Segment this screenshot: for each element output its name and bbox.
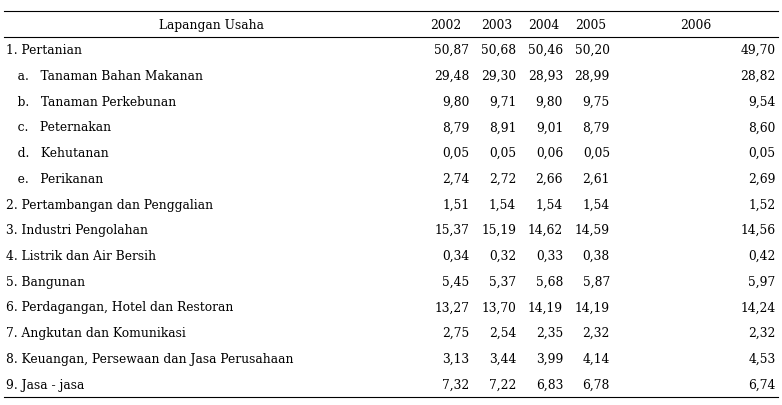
Text: 13,70: 13,70 <box>481 301 516 313</box>
Text: 0,06: 0,06 <box>536 147 563 160</box>
Text: 3,13: 3,13 <box>442 352 469 365</box>
Text: 49,70: 49,70 <box>741 44 776 57</box>
Text: 6,78: 6,78 <box>583 377 610 390</box>
Text: 14,56: 14,56 <box>741 224 776 237</box>
Text: 50,68: 50,68 <box>481 44 516 57</box>
Text: 1,52: 1,52 <box>748 198 776 211</box>
Text: 5,37: 5,37 <box>489 275 516 288</box>
Text: 1,54: 1,54 <box>489 198 516 211</box>
Text: 0,38: 0,38 <box>583 249 610 262</box>
Text: c.   Peternakan: c. Peternakan <box>6 121 111 134</box>
Text: 9,80: 9,80 <box>442 96 469 109</box>
Text: 2004: 2004 <box>528 19 559 32</box>
Text: 2,32: 2,32 <box>583 326 610 339</box>
Text: 8,79: 8,79 <box>583 121 610 134</box>
Text: a.   Tanaman Bahan Makanan: a. Tanaman Bahan Makanan <box>6 70 203 83</box>
Text: 5. Bangunan: 5. Bangunan <box>6 275 85 288</box>
Text: 2,32: 2,32 <box>748 326 776 339</box>
Text: 50,87: 50,87 <box>434 44 469 57</box>
Text: 2,66: 2,66 <box>536 173 563 185</box>
Text: 50,46: 50,46 <box>528 44 563 57</box>
Text: 29,30: 29,30 <box>481 70 516 83</box>
Text: 2,69: 2,69 <box>748 173 776 185</box>
Text: 4,14: 4,14 <box>583 352 610 365</box>
Text: 2,72: 2,72 <box>489 173 516 185</box>
Text: 15,37: 15,37 <box>434 224 469 237</box>
Text: 28,93: 28,93 <box>528 70 563 83</box>
Text: 14,19: 14,19 <box>528 301 563 313</box>
Text: 1,51: 1,51 <box>442 198 469 211</box>
Text: 29,48: 29,48 <box>434 70 469 83</box>
Text: 28,99: 28,99 <box>575 70 610 83</box>
Text: 2,75: 2,75 <box>442 326 469 339</box>
Text: e.   Perikanan: e. Perikanan <box>6 173 103 185</box>
Text: 1,54: 1,54 <box>536 198 563 211</box>
Text: 7,32: 7,32 <box>442 377 469 390</box>
Text: 0,05: 0,05 <box>489 147 516 160</box>
Text: 8. Keuangan, Persewaan dan Jasa Perusahaan: 8. Keuangan, Persewaan dan Jasa Perusaha… <box>6 352 294 365</box>
Text: 1. Pertanian: 1. Pertanian <box>6 44 82 57</box>
Text: 7. Angkutan dan Komunikasi: 7. Angkutan dan Komunikasi <box>6 326 186 339</box>
Text: 9,54: 9,54 <box>748 96 776 109</box>
Text: 3,99: 3,99 <box>536 352 563 365</box>
Text: 9. Jasa - jasa: 9. Jasa - jasa <box>6 377 84 390</box>
Text: 3,44: 3,44 <box>489 352 516 365</box>
Text: 4. Listrik dan Air Bersih: 4. Listrik dan Air Bersih <box>6 249 156 262</box>
Text: 5,68: 5,68 <box>536 275 563 288</box>
Text: 0,33: 0,33 <box>536 249 563 262</box>
Text: 50,20: 50,20 <box>575 44 610 57</box>
Text: 14,59: 14,59 <box>575 224 610 237</box>
Text: b.   Tanaman Perkebunan: b. Tanaman Perkebunan <box>6 96 177 109</box>
Text: 0,05: 0,05 <box>442 147 469 160</box>
Text: 15,19: 15,19 <box>481 224 516 237</box>
Text: 9,01: 9,01 <box>536 121 563 134</box>
Text: 2,35: 2,35 <box>536 326 563 339</box>
Text: 6. Perdagangan, Hotel dan Restoran: 6. Perdagangan, Hotel dan Restoran <box>6 301 234 313</box>
Text: 28,82: 28,82 <box>741 70 776 83</box>
Text: 14,24: 14,24 <box>741 301 776 313</box>
Text: 0,42: 0,42 <box>748 249 776 262</box>
Text: 8,79: 8,79 <box>442 121 469 134</box>
Text: 7,22: 7,22 <box>489 377 516 390</box>
Text: 2,61: 2,61 <box>583 173 610 185</box>
Text: 9,71: 9,71 <box>489 96 516 109</box>
Text: 2,54: 2,54 <box>489 326 516 339</box>
Text: 9,75: 9,75 <box>583 96 610 109</box>
Text: 14,62: 14,62 <box>528 224 563 237</box>
Text: 2002: 2002 <box>430 19 461 32</box>
Text: 0,05: 0,05 <box>748 147 776 160</box>
Text: 14,19: 14,19 <box>575 301 610 313</box>
Text: 1,54: 1,54 <box>583 198 610 211</box>
Text: Lapangan Usaha: Lapangan Usaha <box>159 19 264 32</box>
Text: 0,32: 0,32 <box>489 249 516 262</box>
Text: 8,60: 8,60 <box>748 121 776 134</box>
Text: 8,91: 8,91 <box>489 121 516 134</box>
Text: 0,05: 0,05 <box>583 147 610 160</box>
Text: 2,74: 2,74 <box>442 173 469 185</box>
Text: 2005: 2005 <box>575 19 606 32</box>
Text: 5,45: 5,45 <box>442 275 469 288</box>
Text: 6,74: 6,74 <box>748 377 776 390</box>
Text: 5,97: 5,97 <box>748 275 776 288</box>
Text: 5,87: 5,87 <box>583 275 610 288</box>
Text: d.   Kehutanan: d. Kehutanan <box>6 147 109 160</box>
Text: 2006: 2006 <box>680 19 712 32</box>
Text: 2. Pertambangan dan Penggalian: 2. Pertambangan dan Penggalian <box>6 198 213 211</box>
Text: 6,83: 6,83 <box>536 377 563 390</box>
Text: 9,80: 9,80 <box>536 96 563 109</box>
Text: 2003: 2003 <box>481 19 512 32</box>
Text: 0,34: 0,34 <box>442 249 469 262</box>
Text: 13,27: 13,27 <box>434 301 469 313</box>
Text: 4,53: 4,53 <box>748 352 776 365</box>
Text: 3. Industri Pengolahan: 3. Industri Pengolahan <box>6 224 149 237</box>
